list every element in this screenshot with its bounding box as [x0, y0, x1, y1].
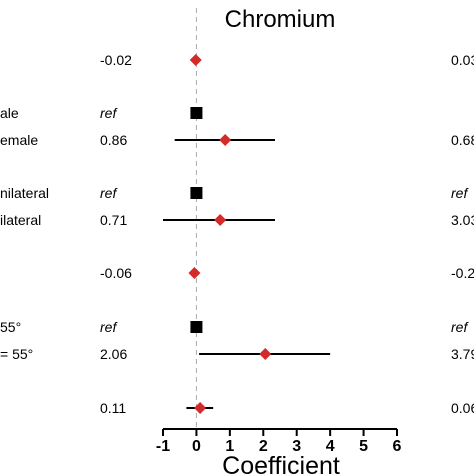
x-tick-label: 2 [259, 438, 268, 455]
row-right-value: 0.06 [451, 400, 474, 416]
row-value: -0.02 [100, 52, 132, 68]
row-right-value: ref [451, 185, 469, 201]
row-value: 0.86 [100, 132, 127, 148]
row-label: nilateral [0, 185, 49, 201]
estimate-marker [194, 402, 207, 414]
estimate-marker [188, 267, 201, 279]
reference-marker [190, 107, 203, 119]
x-tick-label: -1 [156, 438, 170, 455]
row-right-value: 3.79 [451, 346, 474, 362]
x-tick-label: 1 [225, 438, 234, 455]
row-right-value: -0.2 [451, 265, 474, 281]
row-right-value: 0.68 [451, 132, 474, 148]
row-right-value: 3.03 [451, 212, 474, 228]
row-label: ilateral [0, 212, 41, 228]
row-label: 55° [0, 319, 21, 335]
x-tick-label: 3 [292, 438, 301, 455]
x-tick-label: 6 [393, 438, 402, 455]
rows-layer: -0.02 0.03 ale ref emale 0.86 0.68 nilateral ref… [0, 8, 474, 429]
row-value: 2.06 [100, 346, 127, 362]
x-tick-label: 0 [192, 438, 201, 455]
row-value: 0.71 [100, 212, 127, 228]
x-tick-label: 4 [326, 438, 335, 455]
x-tick-label: 5 [359, 438, 368, 455]
reference-marker [190, 187, 203, 199]
row-label: ale [0, 105, 19, 121]
row-value: -0.06 [100, 265, 132, 281]
estimate-marker [189, 54, 202, 66]
row-value: ref [100, 319, 118, 335]
chart-title: Chromium [225, 6, 336, 33]
row-right-value: 0.03 [451, 52, 474, 68]
reference-marker [190, 321, 203, 333]
estimate-marker [214, 214, 227, 226]
row-value: ref [100, 105, 118, 121]
row-value: 0.11 [100, 400, 126, 416]
x-axis-label: Coefficient [222, 452, 340, 474]
row-label: = 55° [0, 346, 33, 362]
estimate-marker [259, 348, 272, 360]
row-value: ref [100, 185, 118, 201]
row-right-value: ref [451, 319, 469, 335]
estimate-marker [219, 134, 232, 146]
row-label: emale [0, 132, 38, 148]
x-axis: -1 0 1 2 3 4 5 6 [156, 428, 402, 455]
